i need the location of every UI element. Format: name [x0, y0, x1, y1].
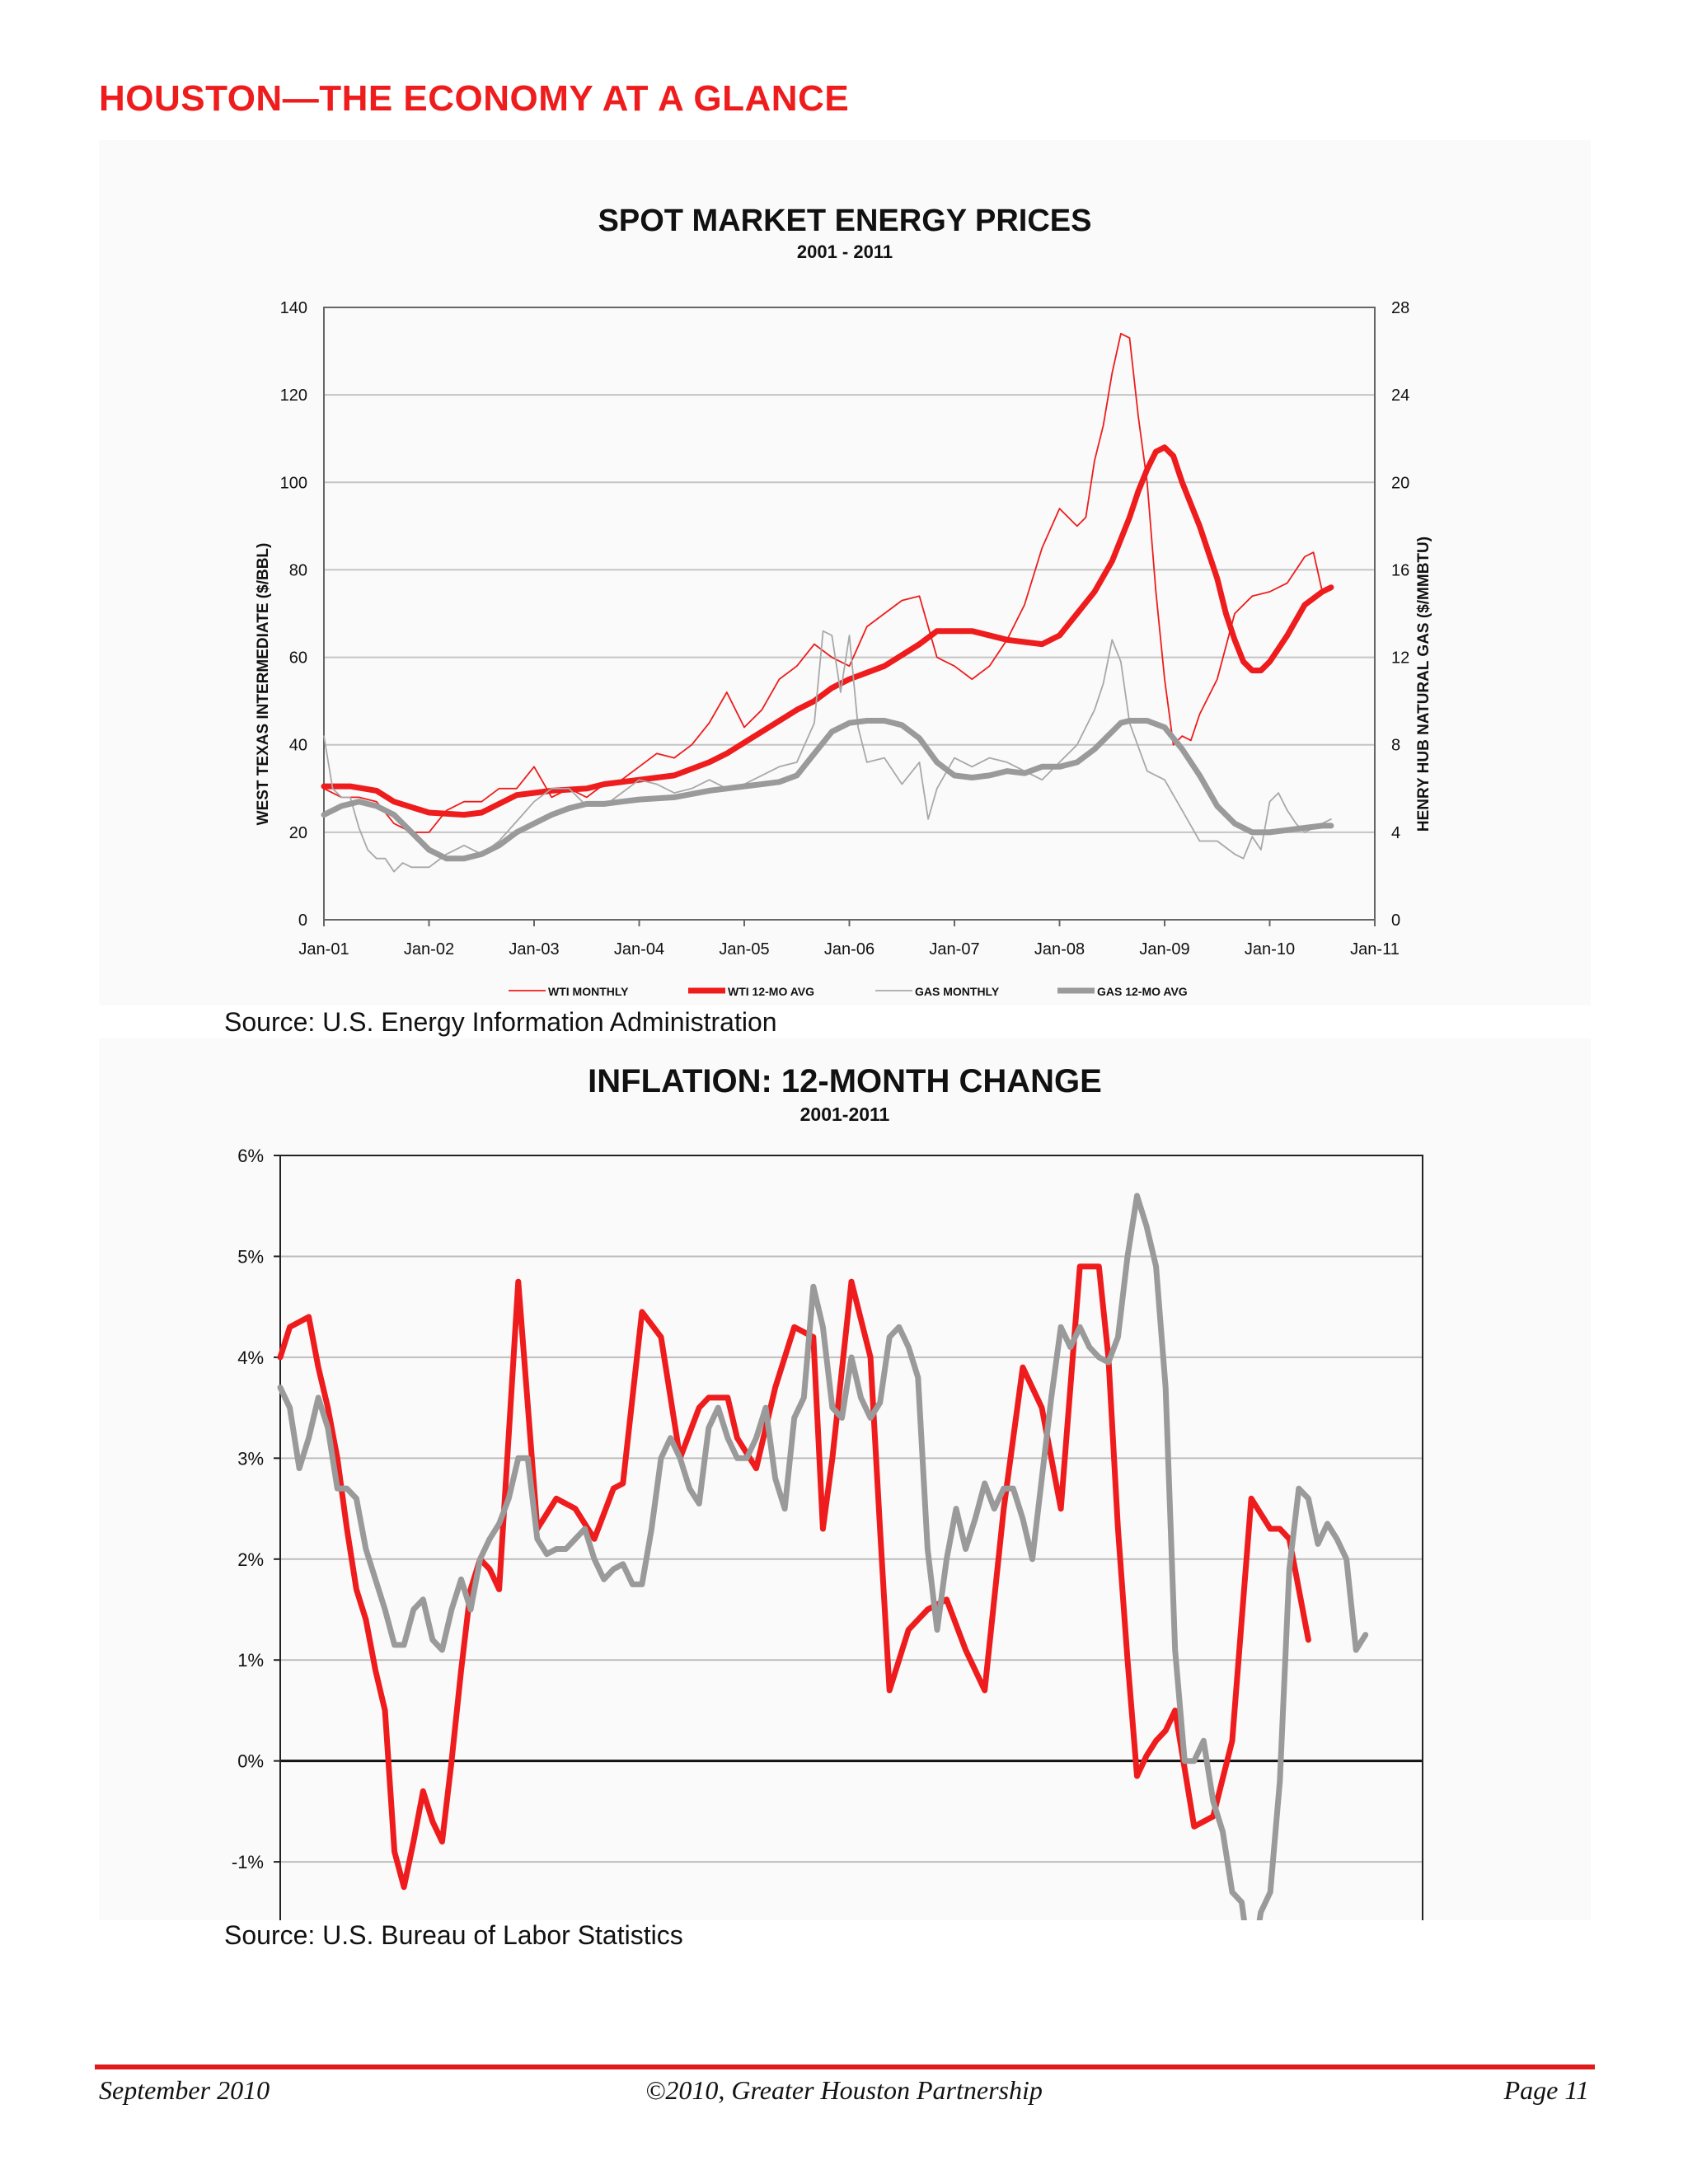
inflation-series	[277, 1193, 1369, 1920]
inflation-chart-subtitle: 2001-2011	[800, 1104, 890, 1125]
footer-page-number: Page 11	[1503, 2075, 1589, 2105]
energy-legend: WTI MONTHLY WTI 12-MO AVG GAS MONTHLY GAS 1…	[509, 985, 1188, 998]
inflation-y-tick: 4%	[237, 1347, 264, 1368]
energy-chart-title: SPOT MARKET ENERGY PRICES	[598, 204, 1092, 238]
series-wti-12-mo-avg	[321, 444, 1334, 818]
energy-x-tick: Jan-04	[614, 940, 664, 958]
series-wti-monthly	[323, 332, 1332, 833]
inflation-chart-background	[99, 1038, 1591, 1920]
energy-x-tick: Jan-05	[719, 940, 769, 958]
energy-x-tick-labels: Jan-01 Jan-02 Jan-03 Jan-04 Jan-05 Jan-06 Jan-…	[298, 920, 1400, 958]
energy-y-tick-labels: 0 20 40 60 80 100 120 140	[280, 299, 307, 930]
energy-x-tick: Jan-08	[1034, 940, 1085, 958]
energy-y2-tick: 16	[1391, 561, 1409, 579]
energy-y-tick: 20	[289, 824, 307, 842]
energy-x-tick: Jan-09	[1139, 940, 1189, 958]
inflation-chart: INFLATION: 12-MONTH CHANGE 2001-2011 6% 5…	[99, 1038, 1591, 1920]
energy-y2-tick: 20	[1391, 474, 1409, 492]
energy-y-tick: 100	[280, 474, 307, 492]
inflation-y-tick: -1%	[232, 1852, 264, 1872]
energy-y2-tick-labels: 0 4 8 12 16 20 24 28	[1391, 299, 1409, 930]
inflation-chart-gridlines	[280, 1255, 1423, 1863]
energy-y2-tick: 0	[1391, 912, 1400, 930]
inflation-y-tick: 5%	[237, 1246, 264, 1267]
inflation-source: Source: U.S. Bureau of Labor Statistics	[224, 1920, 683, 1950]
inflation-y-tick: 2%	[237, 1549, 264, 1570]
energy-y-axis-label: WEST TEXAS INTERMEDIATE ($/BBL)	[255, 543, 272, 826]
energy-x-tick: Jan-10	[1245, 940, 1295, 958]
footer-copyright: ©2010, Greater Houston Partnership	[645, 2075, 1043, 2105]
energy-x-tick: Jan-11	[1350, 940, 1400, 958]
legend-label: WTI 12-MO AVG	[728, 985, 814, 998]
footer-date: September 2010	[99, 2075, 270, 2105]
legend-label: GAS 12-MO AVG	[1097, 985, 1188, 998]
energy-chart-subtitle: 2001 - 2011	[797, 241, 893, 262]
series-gas-monthly	[323, 630, 1332, 873]
page-header: HOUSTON—THE ECONOMY AT A GLANCE	[99, 78, 850, 119]
energy-y-tick: 80	[289, 561, 307, 579]
energy-y-tick: 40	[289, 737, 307, 755]
inflation-y-tick: 6%	[237, 1146, 264, 1166]
footer-rule	[95, 2064, 1595, 2069]
energy-y-tick: 120	[280, 387, 307, 405]
energy-x-tick: Jan-06	[824, 940, 874, 958]
energy-y2-tick: 8	[1391, 737, 1400, 755]
series-gas-12-mo-avg	[321, 718, 1334, 862]
legend-label: WTI MONTHLY	[548, 985, 629, 998]
energy-x-tick: Jan-03	[509, 940, 559, 958]
inflation-plot-area	[279, 1155, 1423, 1920]
energy-y-tick: 60	[289, 649, 307, 668]
inflation-y-tick: 3%	[237, 1448, 264, 1469]
energy-y2-tick: 4	[1391, 824, 1400, 842]
energy-x-tick: Jan-01	[298, 940, 349, 958]
legend-label: GAS MONTHLY	[915, 985, 1000, 998]
energy-x-tick: Jan-07	[929, 940, 979, 958]
energy-y2-axis-label: HENRY HUB NATURAL GAS ($/MMBTU)	[1415, 537, 1432, 832]
energy-x-tick: Jan-02	[404, 940, 454, 958]
series-u-s-cpi-u	[277, 1193, 1369, 1920]
energy-chart: SPOT MARKET ENERGY PRICES 2001 - 2011 0 2…	[99, 140, 1591, 1005]
energy-y-tick: 140	[280, 299, 307, 317]
energy-y2-tick: 28	[1391, 299, 1409, 317]
energy-y2-tick: 12	[1391, 649, 1409, 668]
inflation-y-tick: 1%	[237, 1650, 264, 1671]
inflation-chart-title: INFLATION: 12-MONTH CHANGE	[588, 1063, 1102, 1099]
inflation-y-tick: 0%	[237, 1751, 264, 1772]
energy-series	[321, 332, 1334, 873]
energy-chart-gridlines	[324, 394, 1375, 833]
energy-y-tick: 0	[298, 912, 307, 930]
energy-source: Source: U.S. Energy Information Administ…	[224, 1007, 777, 1037]
energy-chart-background	[99, 140, 1591, 1005]
inflation-y-tick-labels: 6%5%4%3%2%1%0%-1%-2%-3%	[232, 1146, 280, 1872]
energy-y2-tick: 24	[1391, 387, 1409, 405]
